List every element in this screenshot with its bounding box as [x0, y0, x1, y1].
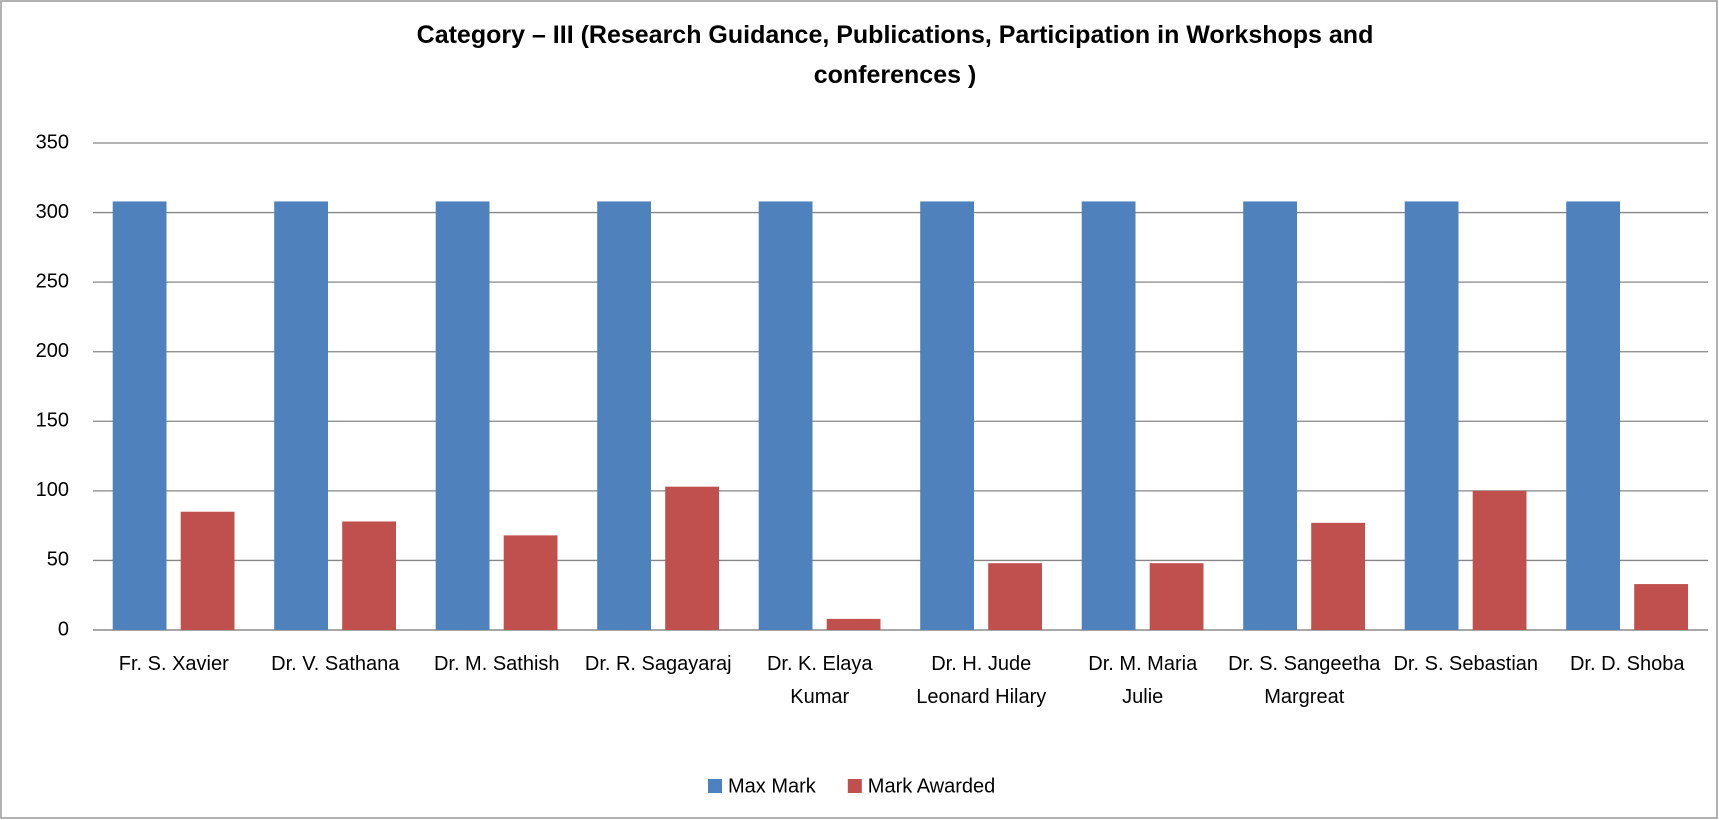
- legend-swatch: [847, 779, 862, 793]
- bar: [112, 201, 167, 630]
- legend-label: Max Mark: [728, 775, 817, 797]
- bar: [758, 201, 813, 630]
- y-tick-label: 350: [36, 131, 69, 153]
- x-tick-label: Dr. S. Sangeetha Margreat: [1228, 653, 1381, 708]
- x-tick-label: Fr. S. Xavier: [119, 653, 229, 675]
- bar: [826, 618, 881, 630]
- legend-label: Mark Awarded: [868, 775, 995, 797]
- bar: [1472, 490, 1527, 630]
- bar: [1404, 201, 1459, 630]
- y-tick-label: 200: [36, 340, 69, 362]
- chart-title: Category – III (Research Guidance, Publi…: [417, 21, 1374, 89]
- y-tick-label: 100: [36, 479, 69, 501]
- legend-swatch: [708, 779, 722, 793]
- x-tick-label: Dr. K. Elaya Kumar: [767, 653, 873, 708]
- y-tick-label: 250: [36, 270, 69, 292]
- bar: [1149, 563, 1204, 630]
- y-tick-label: 0: [58, 618, 69, 640]
- bar: [665, 486, 719, 630]
- bar: [988, 563, 1042, 630]
- x-tick-label: Dr. H. Jude Leonard Hilary: [916, 653, 1046, 708]
- y-tick-label: 150: [36, 410, 69, 432]
- x-tick-label: Dr. M. Maria Julie: [1088, 653, 1198, 708]
- y-tick-label: 300: [36, 201, 69, 223]
- bar: [342, 521, 396, 630]
- bar: [597, 201, 651, 630]
- bar: [274, 201, 328, 630]
- x-tick-label: Dr. M. Sathish: [434, 653, 560, 675]
- bar: [180, 511, 235, 630]
- x-tick-label: Dr. R. Sagayaraj: [585, 653, 732, 675]
- x-tick-label: Dr. D. Shoba: [1570, 653, 1685, 675]
- bar: [1311, 522, 1365, 630]
- x-tick-label: Dr. V. Sathana: [271, 653, 400, 675]
- bar: [1634, 584, 1688, 630]
- bar: [1566, 201, 1620, 630]
- bar: [920, 201, 974, 630]
- bar: [1243, 201, 1297, 630]
- x-tick-label: Dr. S. Sebastian: [1393, 653, 1538, 675]
- bar: [503, 535, 558, 630]
- bar: [1081, 201, 1136, 630]
- y-tick-label: 50: [47, 549, 69, 571]
- bar: [435, 201, 490, 630]
